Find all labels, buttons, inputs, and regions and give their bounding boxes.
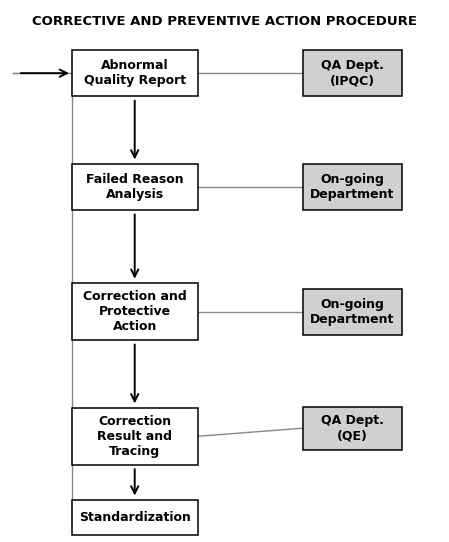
FancyBboxPatch shape <box>72 283 198 340</box>
FancyBboxPatch shape <box>72 50 198 96</box>
FancyBboxPatch shape <box>72 408 198 464</box>
Text: QA Dept.
(QE): QA Dept. (QE) <box>321 414 384 442</box>
Text: Correction and
Protective
Action: Correction and Protective Action <box>83 290 187 333</box>
FancyBboxPatch shape <box>72 500 198 535</box>
Text: On-going
Department: On-going Department <box>310 173 395 201</box>
Text: Abnormal
Quality Report: Abnormal Quality Report <box>84 59 186 87</box>
Text: Correction
Result and
Tracing: Correction Result and Tracing <box>97 415 172 458</box>
FancyBboxPatch shape <box>303 164 402 210</box>
Text: CORRECTIVE AND PREVENTIVE ACTION PROCEDURE: CORRECTIVE AND PREVENTIVE ACTION PROCEDU… <box>32 15 417 28</box>
FancyBboxPatch shape <box>72 164 198 210</box>
FancyBboxPatch shape <box>303 50 402 96</box>
Text: Failed Reason
Analysis: Failed Reason Analysis <box>86 173 184 201</box>
Text: QA Dept.
(IPQC): QA Dept. (IPQC) <box>321 59 384 87</box>
Text: Standardization: Standardization <box>79 511 191 524</box>
FancyBboxPatch shape <box>303 406 402 450</box>
FancyBboxPatch shape <box>303 288 402 334</box>
Text: On-going
Department: On-going Department <box>310 298 395 326</box>
